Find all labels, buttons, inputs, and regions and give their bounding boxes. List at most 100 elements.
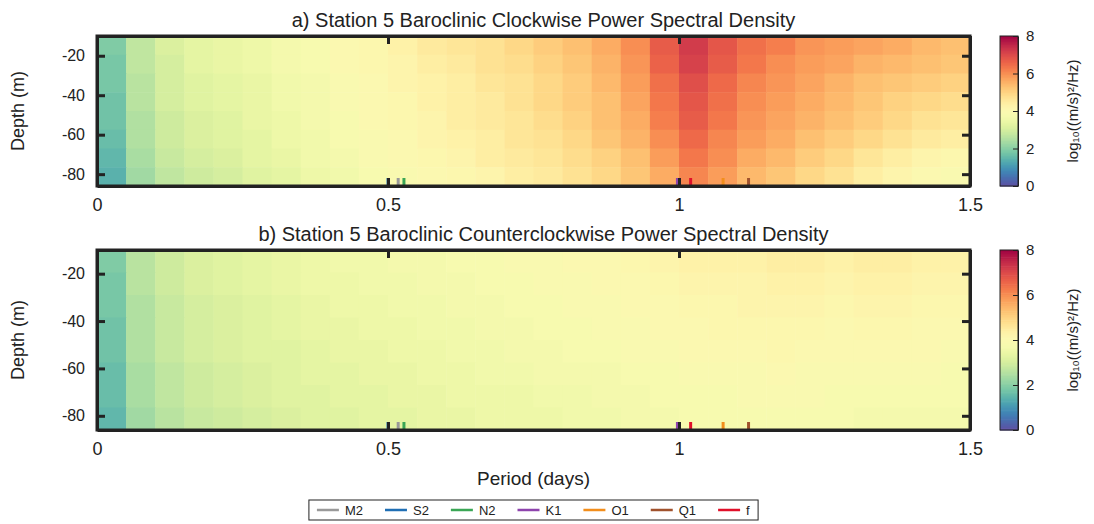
heatmap-cell: [825, 92, 855, 111]
heatmap-cell: [446, 149, 476, 168]
legend-label: M2: [345, 503, 363, 518]
heatmap-cell: [97, 408, 127, 431]
heatmap-cell: [446, 55, 476, 74]
heatmap-cell: [679, 318, 709, 341]
heatmap-cell: [126, 363, 156, 386]
heatmap-cell: [155, 92, 185, 111]
heatmap-cell: [155, 363, 185, 386]
heatmap-cell: [126, 92, 156, 111]
heatmap-cell: [272, 318, 302, 341]
heatmap-cell: [359, 363, 389, 386]
heatmap-cell: [155, 408, 185, 431]
heatmap-cell: [708, 167, 738, 186]
heatmap-cell: [825, 318, 855, 341]
tick: 2: [1013, 376, 1034, 393]
heatmap-cell: [213, 250, 243, 273]
tick: 8: [1013, 241, 1034, 258]
heatmap-cell: [592, 408, 622, 431]
legend-item: K1: [518, 503, 562, 518]
heatmap-cell: [446, 295, 476, 318]
figure: 00.511.5-20-40-60-80a) Station 5 Barocli…: [0, 0, 1094, 524]
heatmap-cell: [126, 295, 156, 318]
heatmap-cell: [184, 273, 214, 296]
heatmap-cell: [184, 408, 214, 431]
legend-label: f: [746, 503, 750, 518]
heatmap-cell: [126, 385, 156, 408]
heatmap-cell: [213, 167, 243, 186]
heatmap-cell: [301, 92, 331, 111]
heatmap-cell: [766, 273, 796, 296]
heatmap-cell: [854, 318, 884, 341]
heatmap-cell: [650, 340, 680, 363]
heatmap-cell: [330, 92, 360, 111]
heatmap-cell: [534, 408, 564, 431]
heatmap-cell: [184, 55, 214, 74]
heatmap-cell: [272, 130, 302, 149]
tick: 2: [1013, 140, 1034, 157]
tick-label: 1: [674, 195, 684, 215]
heatmap-cell: [679, 149, 709, 168]
heatmap-cell: [592, 363, 622, 386]
heatmap-cell: [475, 111, 505, 130]
tick: -40: [62, 87, 105, 104]
heatmap-cell: [504, 363, 534, 386]
heatmap-cell: [301, 74, 331, 93]
heatmap-cell: [825, 130, 855, 149]
heatmap-cell: [941, 130, 970, 149]
heatmap-cell: [766, 149, 796, 168]
heatmap-cell: [534, 111, 564, 130]
heatmap-cell: [912, 74, 942, 93]
heatmap-cell: [534, 149, 564, 168]
heatmap-cell: [679, 130, 709, 149]
heatmap-cell: [650, 149, 680, 168]
heatmap-cell: [97, 36, 127, 55]
tick: -60: [62, 360, 105, 377]
heatmap-cell: [97, 149, 127, 168]
colorbar-axis: 02468: [1013, 27, 1034, 194]
heatmap-cell: [650, 111, 680, 130]
heatmap-cell: [155, 385, 185, 408]
heatmap-cell: [301, 130, 331, 149]
tick: 1: [674, 178, 684, 215]
tick-mark: [962, 94, 970, 97]
legend-item: N2: [451, 503, 496, 518]
heatmap-cell: [475, 130, 505, 149]
tick-label: 1.5: [958, 195, 983, 215]
heatmap-cell: [330, 167, 360, 186]
heatmap-cell: [708, 149, 738, 168]
heatmap-cell: [446, 363, 476, 386]
tick-label: 0.5: [376, 439, 401, 459]
tick: [388, 250, 389, 258]
panel: 00.511.5-20-40-60-80a) Station 5 Barocli…: [8, 9, 1081, 215]
heatmap-cell: [912, 340, 942, 363]
heatmap-cell: [563, 167, 593, 186]
heatmap-cell: [243, 273, 273, 296]
heatmap-cell: [301, 408, 331, 431]
chart-title: a) Station 5 Baroclinic Clockwise Power …: [292, 9, 796, 31]
heatmap-cell: [795, 363, 825, 386]
heatmap-cell: [504, 408, 534, 431]
heatmap-cell: [825, 36, 855, 55]
heatmap-cell: [912, 295, 942, 318]
legend-item: S2: [385, 503, 429, 518]
heatmap-cell: [854, 111, 884, 130]
heatmap-cell: [126, 318, 156, 341]
heatmap-cell: [475, 295, 505, 318]
heatmap-cell: [213, 385, 243, 408]
heatmap-cell: [912, 149, 942, 168]
heatmap-cell: [184, 385, 214, 408]
heatmap-cell: [504, 55, 534, 74]
heatmap-cell: [650, 385, 680, 408]
heatmap-cell: [475, 363, 505, 386]
tick: 0: [1013, 177, 1034, 194]
tick-mark: [962, 55, 970, 58]
tick-mark: [678, 36, 681, 44]
heatmap-cell: [592, 92, 622, 111]
heatmap-cell: [679, 167, 709, 186]
heatmap-cell: [737, 74, 767, 93]
heatmap-cell: [243, 295, 273, 318]
heatmap-cell: [155, 130, 185, 149]
heatmap-cell: [417, 318, 447, 341]
heatmap-cell: [854, 340, 884, 363]
heatmap-cell: [621, 295, 651, 318]
